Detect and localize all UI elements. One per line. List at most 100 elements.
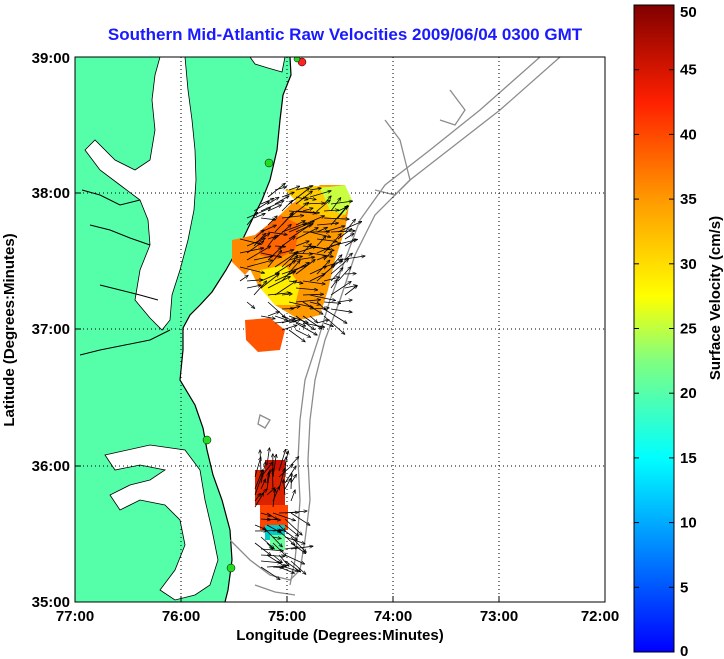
velocity-arrow [272, 469, 273, 490]
velocity-arrow [266, 530, 282, 547]
velocity-arrow [316, 223, 338, 226]
velocity-arrow [309, 301, 320, 305]
velocity-arrow [266, 448, 270, 466]
velocity-arrow [309, 266, 327, 275]
colorbar-tick-label: 30 [680, 256, 697, 273]
velocity-arrow [344, 219, 356, 233]
velocity-arrow [290, 560, 306, 574]
james-river [79, 329, 171, 356]
velocity-arrow [284, 524, 299, 536]
velocity-arrow [291, 473, 292, 490]
velocity-arrow [302, 315, 322, 329]
velocity-arrow [288, 221, 314, 233]
velocity-arrow [274, 261, 296, 275]
velocity-arrow [295, 287, 318, 290]
radar-station [202, 435, 212, 445]
velocity-arrow [246, 238, 265, 247]
colorbar-tick-label: 50 [680, 4, 697, 21]
velocity-arrow [278, 469, 285, 490]
velocity-arrow [284, 518, 302, 535]
velocity-arrow [278, 524, 286, 532]
colorbar-tick-label: 0 [680, 643, 688, 659]
radar-station [226, 563, 236, 573]
velocity-arrow [260, 201, 284, 212]
delaware-bay [249, 57, 286, 73]
x-tick-label: 76:00 [162, 608, 200, 625]
velocity-arrow [330, 205, 348, 226]
velocity-arrow [272, 530, 283, 531]
colorbar-gradient [633, 4, 675, 653]
velocity-arrow [302, 280, 325, 284]
y-tick-label: 38:00 [32, 185, 70, 202]
velocity-arrow [323, 277, 340, 282]
velocity-arrow [253, 256, 273, 261]
radar-stations [202, 57, 307, 573]
velocity-arrows [239, 183, 365, 580]
velocity-arrow [288, 306, 300, 310]
velocity-arrow [290, 536, 306, 552]
velocity-arrow [323, 308, 347, 323]
velocity-arrow [281, 237, 295, 247]
velocity-arrow [302, 294, 324, 295]
chesapeake-bay [84, 57, 197, 331]
velocity-arrow [260, 566, 280, 580]
velocity-arrow [323, 322, 333, 327]
velocity-arrow [281, 223, 307, 233]
velocity-arrow [323, 234, 341, 254]
velocity-arrow [267, 231, 287, 235]
velocity-arrow [254, 457, 261, 478]
velocity-arrow [344, 274, 356, 275]
velocity-arrow [246, 212, 258, 226]
x-tick-labels: 77:00 76:00 75:00 74:00 73:00 72:00 [56, 608, 619, 625]
velocity-arrow [266, 519, 281, 520]
velocity-arrow [253, 281, 267, 296]
colorbar-tick-marks [634, 4, 674, 653]
rappahannock-river [89, 224, 151, 246]
velocity-arrow [309, 308, 329, 309]
y-tick-label: 39:00 [32, 50, 70, 67]
velocity-arrow [295, 228, 318, 240]
velocity-arrow [295, 260, 315, 275]
chart-title: Southern Mid-Atlantic Raw Velocities 200… [108, 25, 583, 44]
velocity-arrow [295, 210, 319, 213]
y-tick-label: 36:00 [32, 458, 70, 475]
velocity-arrow [302, 196, 316, 200]
velocity-arrow [246, 285, 261, 289]
velocity-arrow [316, 301, 326, 310]
velocity-arrow [316, 238, 337, 242]
velocity-arrow [278, 464, 293, 478]
velocity-arrow [274, 281, 297, 296]
velocity-arrow [272, 537, 281, 539]
colorbar-tick-label: 20 [680, 385, 697, 402]
velocity-arrow [309, 231, 331, 237]
velocity-arrow [239, 238, 261, 244]
y-tick-label: 35:00 [32, 594, 70, 611]
velocity-arrow [344, 286, 357, 296]
velocity-arrow [330, 259, 349, 275]
velocity-arrow [284, 511, 307, 514]
velocity-arrow [266, 512, 277, 520]
velocity-arrow [295, 329, 311, 337]
velocity-arrow [281, 200, 292, 212]
velocity-arrow [260, 274, 279, 289]
velocity-arrow [281, 251, 298, 268]
velocity-arrow [330, 201, 353, 205]
velocity-arrow [267, 473, 269, 484]
velocity-arrow [309, 315, 318, 323]
colorbar-tick-label: 25 [680, 321, 697, 338]
coastline [179, 57, 292, 602]
velocity-arrow [295, 221, 305, 226]
velocity-arrow [288, 301, 313, 307]
velocity-arrow [295, 241, 309, 247]
velocity-arrow [281, 250, 294, 254]
velocity-arrow [316, 256, 326, 261]
velocity-arrow [266, 554, 286, 567]
velocity-arrow [260, 512, 271, 516]
velocity-arrow [239, 266, 265, 273]
velocity-arrow [290, 490, 295, 502]
colorbar-tick-label: 5 [680, 579, 688, 596]
velocity-arrow [267, 251, 282, 268]
velocity-arrow [254, 493, 264, 508]
velocity-arrow [309, 252, 333, 257]
